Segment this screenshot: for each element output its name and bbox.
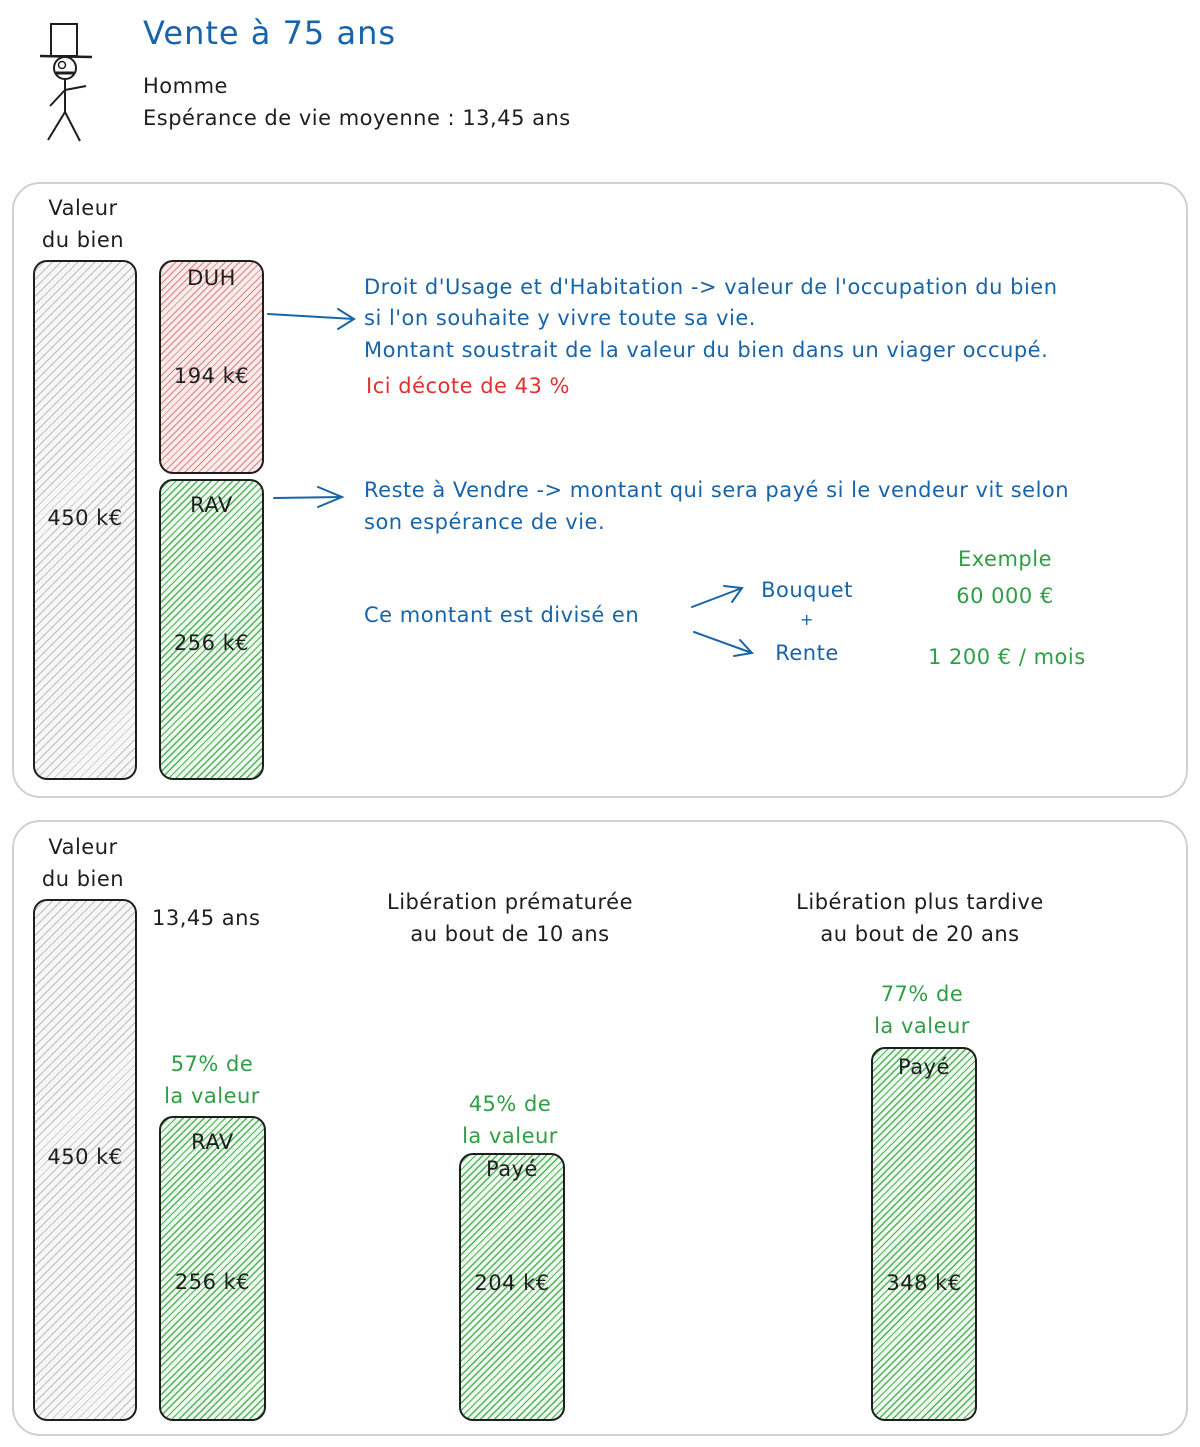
rav-percent-1: 57% de — [170, 1052, 254, 1076]
valeur-label-1-bottom: Valeur — [48, 835, 118, 859]
rav-bar-value: 256 k€ — [173, 631, 250, 655]
early-title-1: Libération prématurée — [387, 890, 633, 914]
rav-percent-2: la valeur — [164, 1084, 260, 1108]
total-value-label-bottom: 450 k€ — [47, 1145, 123, 1169]
total-value-bar-bottom: 450 k€ — [33, 899, 137, 1421]
duh-bar-label: DUH — [187, 266, 236, 290]
early-paid-bar: Payé 204 k€ — [459, 1153, 565, 1421]
late-paid-value: 348 k€ — [886, 1271, 962, 1295]
valeur-label-1: Valeur — [48, 196, 118, 220]
duh-description-2: si l'on souhaite y vivre toute sa vie. — [364, 306, 756, 330]
divise-text: Ce montant est divisé en — [364, 603, 640, 627]
early-percent-2: la valeur — [462, 1124, 558, 1148]
duh-decote: Ici décote de 43 % — [366, 374, 570, 398]
page-title: Vente à 75 ans — [143, 14, 397, 52]
stick-figure-icon — [39, 23, 93, 142]
valeur-label-2-bottom: du bien — [41, 867, 125, 891]
rav-bar-value-bottom: 256 k€ — [174, 1270, 251, 1294]
exemple-rente: 1 200 € / mois — [928, 645, 1086, 669]
bouquet-arrow-icon — [691, 585, 744, 608]
late-paid-label: Payé — [898, 1055, 950, 1079]
valeur-label-2: du bien — [41, 228, 125, 252]
bouquet-label: Bouquet — [761, 578, 853, 602]
total-value-bar: 450 k€ — [33, 260, 137, 780]
rav-description-1: Reste à Vendre -> montant qui sera payé … — [364, 478, 1070, 502]
duh-description-3: Montant soustrait de la valeur du bien d… — [364, 338, 1049, 362]
rav-arrow-icon — [273, 486, 345, 508]
rav-description-2: son espérance de vie. — [364, 510, 606, 534]
rav-bar: RAV 256 k€ — [159, 479, 264, 780]
late-percent-2: la valeur — [874, 1014, 970, 1038]
early-percent-1: 45% de — [468, 1092, 552, 1116]
total-value-label: 450 k€ — [47, 506, 123, 530]
duh-bar-value: 194 k€ — [173, 364, 250, 388]
duh-bar: DUH 194 k€ — [159, 260, 264, 474]
exemple-label: Exemple — [957, 547, 1052, 571]
rav-bar-label-bottom: RAV — [191, 1130, 234, 1154]
early-paid-value: 204 k€ — [474, 1271, 550, 1295]
duration-label: 13,45 ans — [152, 906, 261, 930]
header-sex: Homme — [143, 74, 228, 98]
exemple-bouquet: 60 000 € — [956, 584, 1054, 608]
rav-bar-bottom: RAV 256 k€ — [159, 1116, 266, 1421]
late-title-2: au bout de 20 ans — [820, 922, 1020, 946]
duh-description-1: Droit d'Usage et d'Habitation -> valeur … — [364, 275, 1058, 299]
rente-arrow-icon — [693, 631, 754, 657]
plus-sign: + — [800, 610, 814, 629]
rav-bar-label: RAV — [190, 493, 233, 517]
late-paid-bar: Payé 348 k€ — [871, 1047, 977, 1421]
late-title-1: Libération plus tardive — [796, 890, 1044, 914]
duh-arrow-icon — [267, 308, 356, 330]
rente-label: Rente — [775, 641, 839, 665]
header-life-expectancy: Espérance de vie moyenne : 13,45 ans — [143, 106, 571, 130]
late-percent-1: 77% de — [880, 982, 964, 1006]
early-title-2: au bout de 10 ans — [410, 922, 610, 946]
early-paid-label: Payé — [486, 1157, 538, 1181]
